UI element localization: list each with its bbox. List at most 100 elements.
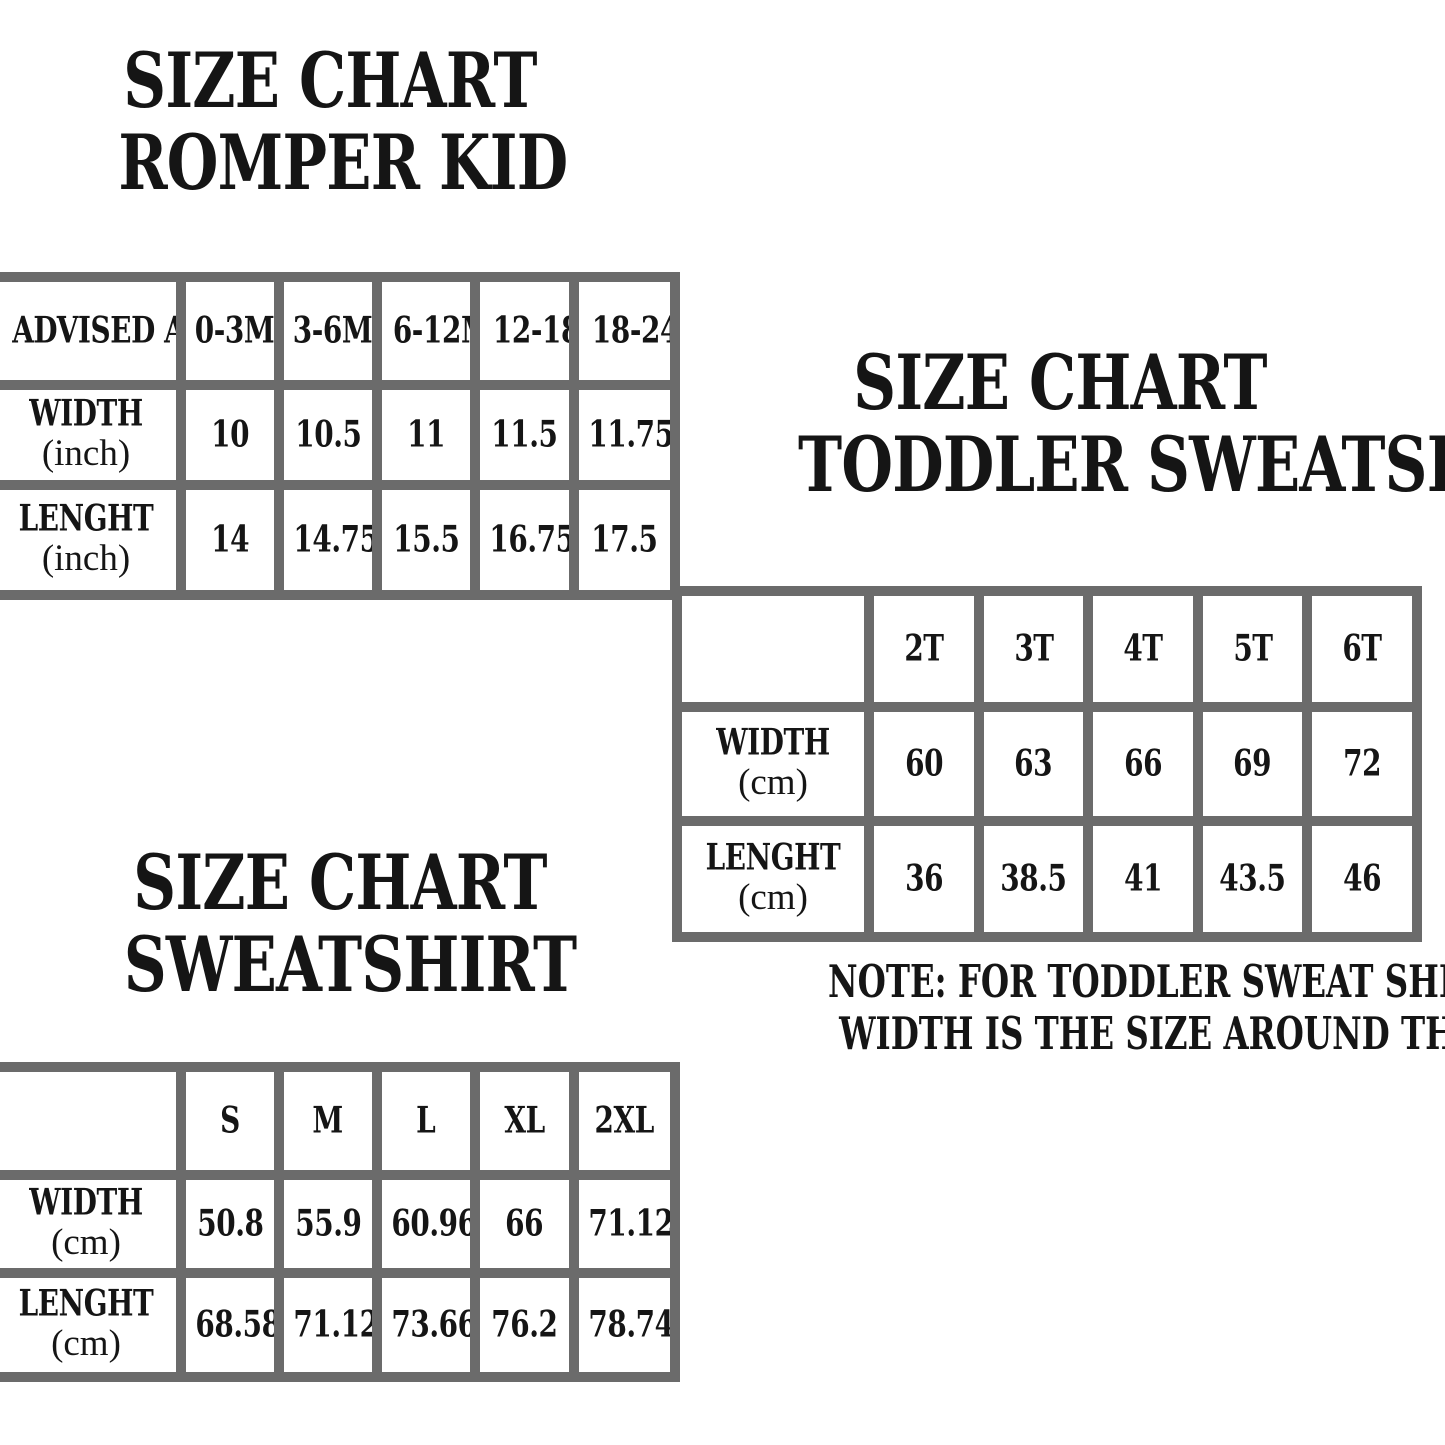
toddler-width-unit: (cm) — [738, 762, 808, 803]
romper-length-header-cell: LENGHT (inch) — [0, 480, 186, 600]
size-value: 11 — [406, 413, 445, 457]
toddler-col-header: 5T — [1193, 586, 1312, 712]
size-value-cell: 38.5 — [974, 816, 1093, 942]
size-value: 14 — [210, 518, 249, 562]
romper-col-header: 18-24M — [569, 272, 680, 390]
size-value-cell: 69 — [1193, 702, 1312, 826]
toddler-note-line2: WIDTH IS THE SIZE AROUND THE BODY. — [690, 1008, 1445, 1060]
toddler-col-header-label: 4T — [1123, 627, 1163, 671]
sweatshirt-table: S M L XL 2XL WIDTH (cm) 50.8 55.9 60.96 … — [0, 1062, 680, 1382]
romper-title-line1: SIZE CHART — [55, 40, 605, 122]
sweatshirt-title-line1: SIZE CHART — [60, 842, 620, 924]
size-value: 16.75 — [489, 518, 574, 562]
toddler-col-header-label: 6T — [1342, 627, 1382, 671]
size-value: 38.5 — [1000, 857, 1067, 901]
romper-corner-label: ADVISED AGE — [12, 309, 171, 353]
sweatshirt-col-header-label: XL — [504, 1099, 545, 1143]
toddler-width-label: WIDTH — [716, 721, 830, 765]
sweatshirt-width-row: WIDTH (cm) 50.8 55.9 60.96 66 71.12 — [0, 1170, 680, 1278]
size-value-cell: 43.5 — [1193, 816, 1312, 942]
sweatshirt-length-unit: (cm) — [51, 1323, 121, 1364]
size-value-cell: 41 — [1083, 816, 1203, 942]
toddler-col-header-label: 3T — [1013, 627, 1054, 671]
size-value: 72 — [1342, 742, 1381, 786]
size-value: 68.58 — [195, 1303, 279, 1347]
toddler-col-header: 3T — [974, 586, 1093, 712]
sweatshirt-title-text1: SIZE CHART — [133, 838, 547, 927]
toddler-corner-cell — [672, 586, 874, 712]
size-value-cell: 14 — [176, 480, 284, 600]
toddler-col-header-label: 5T — [1232, 627, 1273, 671]
romper-col-header-label: 0-3M — [194, 309, 275, 353]
romper-length-row: LENGHT (inch) 14 14.75 15.5 16.75 17.5 — [0, 480, 680, 600]
size-value: 50.8 — [196, 1202, 264, 1246]
romper-col-header-label: 3-6M — [292, 309, 373, 353]
sweatshirt-width-header-cell: WIDTH (cm) — [0, 1170, 186, 1278]
size-value: 41 — [1123, 857, 1162, 901]
romper-title-text2: ROMPER KID — [118, 118, 568, 207]
toddler-col-header: 4T — [1083, 586, 1203, 712]
sweatshirt-header-row: S M L XL 2XL — [0, 1062, 680, 1180]
size-value: 71.12 — [293, 1303, 377, 1347]
toddler-width-header-cell: WIDTH (cm) — [672, 702, 874, 826]
size-value-cell: 76.2 — [470, 1268, 579, 1382]
size-value: 11.5 — [491, 413, 558, 457]
toddler-col-header: 6T — [1302, 586, 1422, 712]
sweatshirt-title: SIZE CHART SWEATSHIRT — [60, 842, 620, 1006]
toddler-length-row: LENGHT (cm) 36 38.5 41 43.5 46 — [672, 816, 1422, 942]
romper-table-container: ADVISED AGE 0-3M 3-6M 6-12M 12-18M 18-24… — [0, 272, 680, 600]
size-value-cell: 68.58 — [176, 1268, 284, 1382]
size-value: 66 — [1123, 742, 1162, 786]
size-value-cell: 10.5 — [274, 380, 382, 490]
size-value: 36 — [904, 857, 943, 901]
toddler-length-unit: (cm) — [738, 877, 808, 918]
size-value: 76.2 — [491, 1303, 558, 1347]
size-value: 66 — [505, 1202, 544, 1246]
size-value-cell: 71.12 — [274, 1268, 382, 1382]
romper-col-header: 6-12M — [372, 272, 480, 390]
size-value-cell: 16.75 — [470, 480, 579, 600]
size-value-cell: 73.66 — [372, 1268, 480, 1382]
sweatshirt-col-header-label: S — [220, 1099, 240, 1143]
romper-width-label: WIDTH — [29, 392, 143, 436]
romper-length-label: LENGHT — [18, 497, 154, 541]
size-value: 10.5 — [294, 413, 362, 457]
sweatshirt-col-header: S — [176, 1062, 284, 1180]
size-value-cell: 15.5 — [372, 480, 480, 600]
toddler-width-row: WIDTH (cm) 60 63 66 69 72 — [672, 702, 1422, 826]
size-value: 71.12 — [588, 1202, 674, 1246]
size-value: 73.66 — [391, 1303, 475, 1347]
sweatshirt-col-header: M — [274, 1062, 382, 1180]
size-value: 63 — [1014, 742, 1053, 786]
size-value-cell: 66 — [470, 1170, 579, 1278]
sweatshirt-title-line2: SWEATSHIRT — [60, 924, 620, 1006]
size-value-cell: 72 — [1302, 702, 1422, 826]
size-value: 69 — [1233, 742, 1272, 786]
sweatshirt-width-unit: (cm) — [51, 1222, 121, 1263]
toddler-title: SIZE CHART TODDLER SWEATSHIRT — [685, 342, 1445, 506]
size-value-cell: 50.8 — [176, 1170, 284, 1278]
sweatshirt-col-header-label: L — [416, 1099, 436, 1143]
size-value-cell: 60.96 — [372, 1170, 480, 1278]
size-value-cell: 11.75 — [569, 380, 680, 490]
sweatshirt-length-header-cell: LENGHT (cm) — [0, 1268, 186, 1382]
size-value-cell: 36 — [864, 816, 984, 942]
size-value: 43.5 — [1219, 857, 1286, 901]
romper-length-unit: (inch) — [41, 538, 131, 579]
size-value-cell: 10 — [176, 380, 284, 490]
size-value-cell: 66 — [1083, 702, 1203, 826]
toddler-title-line2: TODDLER SWEATSHIRT — [685, 424, 1445, 506]
size-value-cell: 63 — [974, 702, 1093, 826]
size-value: 60 — [904, 742, 943, 786]
size-value: 14.75 — [293, 518, 377, 562]
romper-col-header: 12-18M — [470, 272, 579, 390]
toddler-header-row: 2T 3T 4T 5T 6T — [672, 586, 1422, 712]
size-value-cell: 11 — [372, 380, 480, 490]
toddler-title-line1: SIZE CHART — [685, 342, 1435, 424]
romper-corner-cell: ADVISED AGE — [0, 272, 186, 390]
size-value: 60.96 — [391, 1202, 475, 1246]
sweatshirt-col-header-label: 2XL — [594, 1099, 655, 1143]
sweatshirt-title-text2: SWEATSHIRT — [123, 920, 577, 1009]
